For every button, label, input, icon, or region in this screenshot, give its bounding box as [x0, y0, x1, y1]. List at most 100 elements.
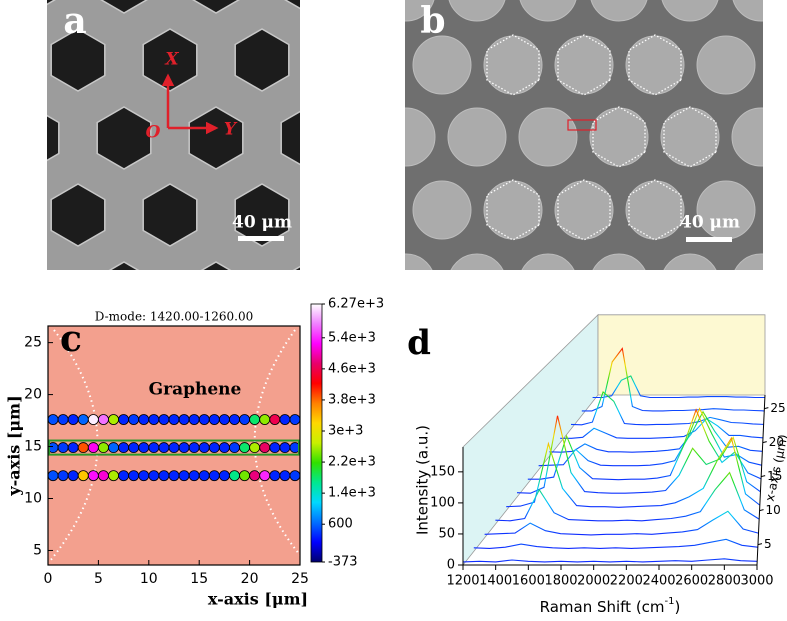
disc-pattern — [405, 0, 763, 270]
scale-bar — [238, 236, 284, 241]
map-point — [57, 442, 69, 454]
panel-label: b — [420, 0, 445, 42]
z-tick-label: 5 — [764, 537, 772, 551]
map-point — [249, 442, 261, 454]
map-point — [269, 470, 281, 482]
map-point — [98, 442, 109, 454]
map-point — [218, 470, 230, 482]
disc — [483, 35, 543, 95]
map-point — [178, 470, 190, 482]
hole — [50, 183, 106, 247]
x-tick-label: 2200 — [610, 574, 643, 589]
y-axis-label: Intensity (a.u.) — [414, 425, 432, 535]
map-point — [77, 470, 89, 482]
disc — [483, 180, 543, 240]
spectrum — [549, 410, 763, 453]
y-tick-label: 0 — [447, 558, 455, 573]
colorbar-tick-label: 3.8e+3 — [328, 392, 376, 407]
map-point — [148, 442, 160, 454]
spectrum — [560, 417, 763, 439]
map-point — [198, 442, 210, 454]
z-axis-label: x-axis (μm) — [763, 433, 787, 502]
selection-box — [48, 439, 300, 456]
map-point — [168, 414, 180, 425]
map-point — [67, 442, 79, 454]
map-point — [198, 470, 210, 482]
map-point — [279, 414, 291, 425]
spectrum — [570, 391, 764, 426]
scale-bar-label: 40 μm — [680, 213, 740, 233]
hole — [373, 262, 427, 324]
map-point — [138, 414, 150, 425]
x-axis-label-part: Raman Shift (cm — [540, 598, 665, 616]
colorbar-tick-label: 4.6e+3 — [328, 361, 376, 376]
spectrum — [592, 375, 765, 399]
z-tick-label: 10 — [766, 503, 781, 517]
disc — [696, 35, 756, 95]
map-point — [118, 414, 130, 425]
map-point — [259, 442, 271, 454]
disc — [412, 180, 472, 240]
map-point — [218, 414, 230, 425]
map-point — [138, 442, 150, 454]
hole — [234, 28, 290, 92]
z-tick — [761, 475, 766, 478]
map-point — [108, 470, 119, 482]
map-point — [279, 442, 291, 454]
map-point — [229, 470, 240, 482]
hole — [142, 183, 198, 247]
hole — [234, 183, 290, 247]
colorbar-tick-label: 600 — [328, 517, 353, 532]
map-point — [208, 414, 220, 425]
x-axis-label-part: ) — [675, 598, 681, 616]
hole — [100, 0, 148, 14]
disc — [405, 0, 435, 22]
map-point — [178, 442, 190, 454]
x-axis-label-superscript: -1 — [665, 596, 675, 607]
x-tick-label: 2400 — [642, 574, 675, 589]
x-tick-label: 25 — [291, 571, 309, 587]
hole — [50, 28, 106, 92]
hole — [192, 0, 240, 14]
map-point — [259, 414, 271, 425]
map-point — [178, 414, 190, 425]
map-point — [118, 470, 130, 482]
disc — [405, 253, 433, 270]
map-point — [229, 442, 240, 454]
annotation: Graphene — [149, 380, 242, 400]
map-point — [138, 470, 150, 482]
hole — [292, 265, 300, 270]
disc — [405, 107, 436, 167]
map-point — [239, 442, 251, 454]
y-tick-label: 15 — [24, 439, 42, 455]
hole — [47, 114, 60, 162]
x-tick-label: 2800 — [708, 574, 741, 589]
hole-pattern — [0, 0, 427, 324]
hole — [0, 29, 13, 91]
map-point — [128, 414, 140, 425]
colorbar-tick-label: 3e+3 — [328, 423, 363, 438]
disc — [590, 0, 648, 22]
map-point — [218, 442, 230, 454]
x-tick-label: 15 — [190, 571, 208, 587]
map-point — [148, 470, 160, 482]
hole — [142, 28, 198, 92]
hole — [188, 106, 244, 170]
x-tick-label: 2600 — [675, 574, 708, 589]
x-tick-label: 1200 — [446, 574, 479, 589]
map-point — [279, 470, 291, 482]
hole — [280, 110, 300, 166]
map-point — [259, 470, 271, 482]
spectrum — [495, 471, 760, 522]
x-tick-label: 1600 — [512, 574, 545, 589]
map-point — [208, 442, 220, 454]
disc — [518, 107, 578, 167]
disc — [519, 0, 577, 22]
z-tick-label: 20 — [769, 435, 784, 449]
y-tick-label: 10 — [24, 490, 42, 506]
spectrum — [484, 510, 759, 536]
x-tick-label: 1400 — [479, 574, 512, 589]
disc — [448, 0, 506, 22]
disc — [731, 107, 763, 167]
